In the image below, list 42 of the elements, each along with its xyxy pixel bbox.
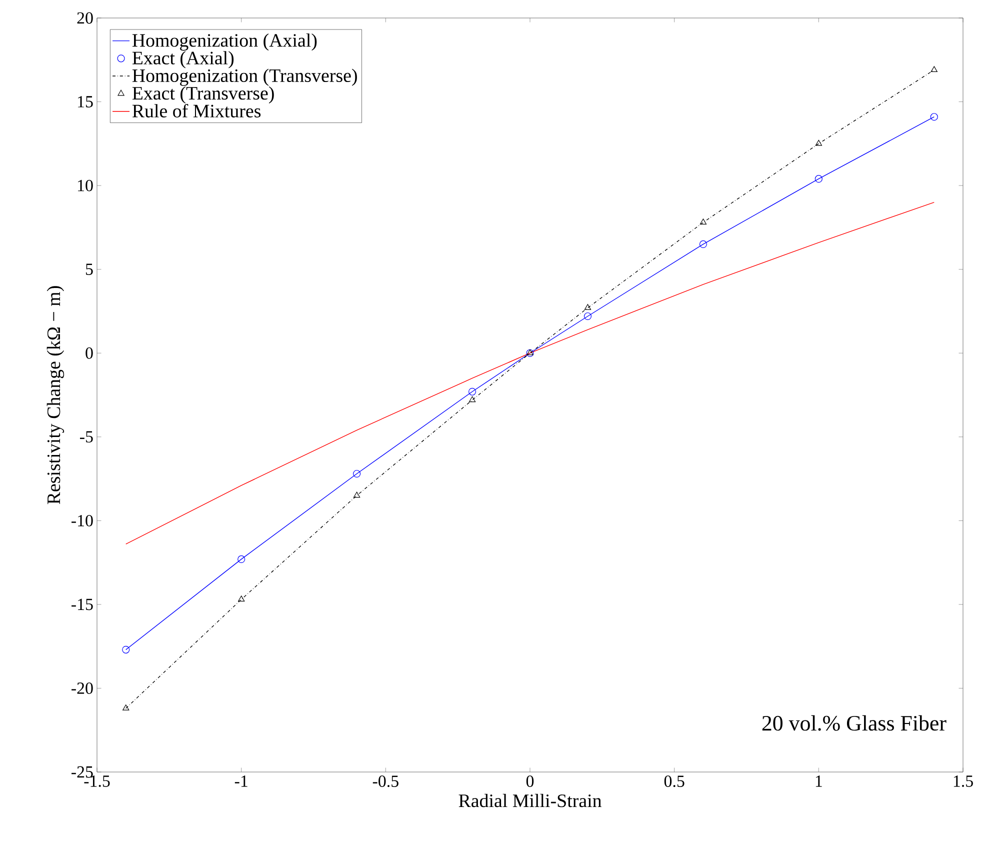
x-axis-title: Radial Milli-Strain	[458, 794, 602, 808]
point	[468, 396, 476, 402]
point	[930, 66, 938, 72]
y-tick-label: 0	[86, 347, 93, 359]
point	[468, 388, 476, 396]
point	[699, 240, 707, 248]
point	[353, 470, 361, 478]
point	[814, 175, 822, 183]
x-tick-label: 1.5	[954, 776, 973, 787]
y-axis-title: Resistivity Change (kΩ − m)	[46, 286, 64, 504]
legend-label: Rule of Mixtures	[132, 104, 261, 118]
legend-label: Exact (Axial)	[132, 51, 234, 68]
point	[122, 646, 130, 654]
x-tick-label: -0.5	[372, 776, 398, 788]
point	[584, 304, 592, 310]
point	[238, 555, 246, 563]
x-tick-label: 0	[526, 776, 534, 787]
x-tick-label: 1	[816, 776, 822, 787]
y-tick-label: -5	[80, 431, 93, 443]
y-tick-label: -10	[72, 514, 93, 526]
y-tick-label: 10	[78, 180, 93, 192]
legend-label: Homogenization (Axial)	[132, 33, 317, 51]
x-tick-label: 0.5	[664, 776, 684, 788]
line-series	[126, 202, 934, 544]
point	[930, 113, 938, 121]
x-tick-label: -1.5	[84, 776, 110, 787]
point	[700, 218, 707, 224]
point	[238, 596, 245, 602]
y-tick-label: 20	[77, 12, 93, 24]
point	[122, 704, 130, 710]
y-tick-label: -20	[72, 682, 93, 694]
y-tick-label: -15	[72, 598, 93, 610]
annotation: 20 vol.% Glass Fiber	[762, 715, 946, 731]
legend-label: Homogenization (Transverse)	[132, 68, 357, 86]
y-tick-label: 15	[78, 96, 93, 108]
legend-label: Exact (Transverse)	[132, 86, 274, 104]
point	[584, 312, 592, 320]
y-tick-label: -25	[72, 766, 93, 778]
x-tick-label: -1	[234, 776, 248, 787]
point	[815, 140, 822, 146]
point	[353, 492, 360, 498]
y-tick-label: 5	[86, 264, 93, 275]
